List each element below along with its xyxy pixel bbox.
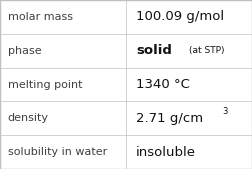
Text: solubility in water: solubility in water [8,147,107,157]
Text: solid: solid [136,44,172,57]
Text: molar mass: molar mass [8,12,73,22]
Text: melting point: melting point [8,79,82,90]
Text: phase: phase [8,46,41,56]
Text: insoluble: insoluble [136,146,196,159]
Text: density: density [8,113,49,123]
Text: 1340 °C: 1340 °C [136,78,190,91]
Text: 3: 3 [223,107,228,116]
Text: 100.09 g/mol: 100.09 g/mol [136,10,224,23]
Text: (at STP): (at STP) [189,46,224,55]
Text: 2.71 g/cm: 2.71 g/cm [136,112,203,125]
